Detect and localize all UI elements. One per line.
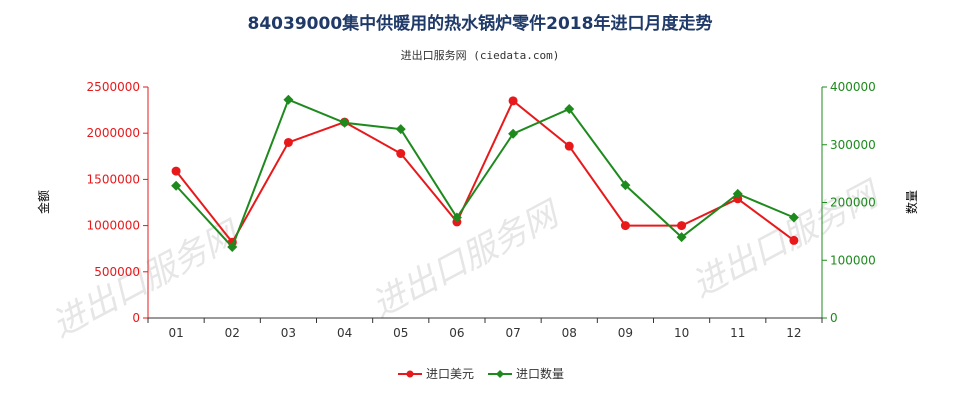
y-left-tick-label: 0 [132,311,140,325]
data-point-quantity [171,180,182,191]
data-point-value [789,235,799,245]
data-point-quantity [283,94,294,105]
data-point-quantity [620,180,631,191]
data-point-quantity [788,212,799,223]
y-right-tick-label: 200000 [830,196,876,210]
y-right-tick-label: 400000 [830,80,876,94]
x-tick-label: 08 [562,326,577,340]
y-right-tick-label: 0 [830,311,838,325]
watermark-text: 进出口服务网 [685,173,887,306]
chart-subtitle: 进出口服务网 (ciedata.com) [401,48,560,62]
y-right-axis-title: 数量 [904,190,919,214]
y-left-tick-label: 2000000 [87,126,140,140]
data-point-quantity [227,241,238,252]
data-point-value [508,96,518,106]
x-tick-label: 07 [505,326,520,340]
x-tick-label: 03 [281,326,296,340]
data-point-value [677,221,687,231]
x-tick-label: 12 [786,326,801,340]
data-point-value [171,166,181,176]
watermark-text: 进出口服务网 [365,193,567,326]
data-point-value [396,149,406,159]
data-point-value [564,141,574,151]
x-tick-label: 02 [225,326,240,340]
data-point-quantity [339,117,350,128]
x-tick-label: 11 [730,326,745,340]
data-point-quantity [676,232,687,243]
data-point-value [620,221,630,231]
series-layer [171,94,799,252]
data-point-quantity [564,103,575,114]
legend-label-2: 进口数量 [516,366,564,381]
x-tick-label: 09 [618,326,633,340]
y-left-tick-label: 500000 [94,265,140,279]
series-line-1 [175,99,795,245]
legend: 进口美元 进口数量 [398,366,564,381]
x-tick-label: 01 [168,326,183,340]
y-left-tick-label: 1000000 [87,219,140,233]
series-line-2 [175,98,795,249]
y-left-tick-label: 2500000 [87,80,140,94]
legend-marker-quantity [496,370,504,378]
x-tick-label: 05 [393,326,408,340]
x-tick-label: 06 [449,326,464,340]
data-point-quantity [395,124,406,135]
x-tick-label: 04 [337,326,352,340]
data-point-quantity [508,128,519,139]
y-left-axis-title: 金额 [36,190,51,214]
y-right-tick-label: 100000 [830,253,876,267]
y-left-tick-label: 1500000 [87,172,140,186]
y-right-tick-label: 300000 [830,138,876,152]
axes: 0 500000 1000000 1500000 2000000 2500000 0 1000… [87,80,876,340]
data-point-quantity [451,212,462,223]
watermark-text: 进出口服务网 [45,213,247,346]
chart-title: 84039000集中供暖用的热水锅炉零件2018年进口月度走势 [248,13,713,34]
data-point-value [283,137,293,147]
legend-label-1: 进口美元 [426,367,474,381]
legend-marker-value [406,370,414,378]
x-tick-label: 10 [674,326,689,340]
data-point-quantity [732,188,743,199]
